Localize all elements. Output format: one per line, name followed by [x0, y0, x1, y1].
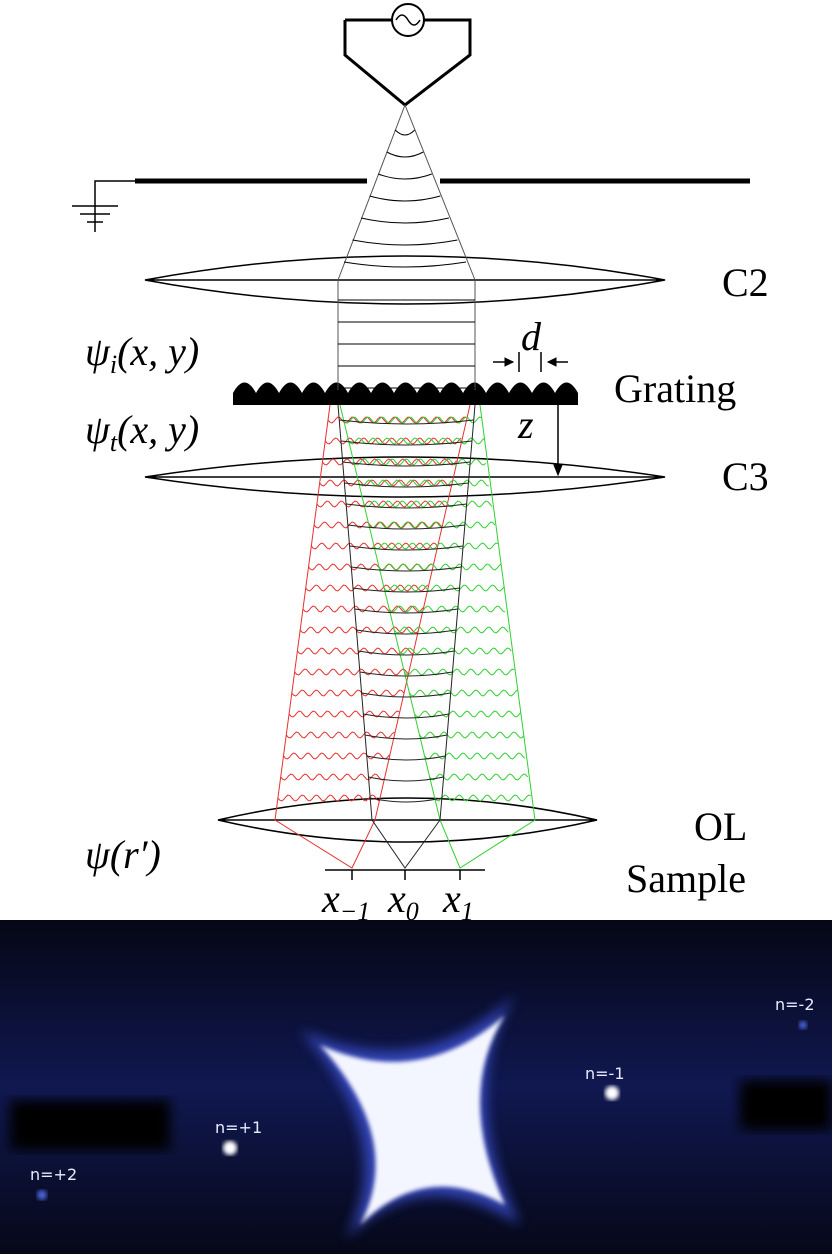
- z-label: z: [517, 402, 534, 447]
- d-arrowheads: [505, 358, 556, 366]
- red-beam-wavefront: [283, 753, 389, 759]
- center-beam-wavefront: [348, 525, 465, 529]
- x-minus1: x−1: [321, 876, 370, 926]
- grating-label: Grating: [614, 366, 736, 411]
- psi-r: ψ(r′): [85, 832, 161, 877]
- green-beam-wavefront: [414, 711, 520, 717]
- shadow-band: [10, 1100, 170, 1150]
- d-label: d: [521, 314, 542, 359]
- center-beam-wavefront: [367, 756, 446, 760]
- psi-i: ψi(x, y): [85, 329, 199, 379]
- beam-edge: [338, 105, 475, 280]
- c2-label: C2: [722, 260, 769, 305]
- lens: [145, 256, 665, 304]
- source: [345, 20, 470, 105]
- wavefront: [344, 262, 466, 267]
- symbol: x: [442, 876, 461, 921]
- green-beam-wavefront: [359, 480, 489, 486]
- shadow-band: [740, 1080, 832, 1130]
- symbol: x: [387, 876, 406, 921]
- subscript: i: [110, 350, 117, 379]
- z-arrowhead: [554, 465, 562, 475]
- sample-label: Sample: [626, 856, 746, 901]
- red-beam-wavefront: [297, 648, 413, 654]
- x-1: x1: [442, 876, 474, 926]
- green-beam-wavefront: [430, 774, 528, 780]
- diagram: C2 Grating C3 OL Sample ψi(x, y) ψt(x, y…: [0, 0, 832, 1254]
- wavefront: [361, 218, 449, 223]
- green-beam-wavefront: [404, 669, 514, 675]
- order-label: n=-2: [775, 995, 815, 1014]
- wavefront: [395, 130, 414, 135]
- ac-wave: [396, 15, 420, 25]
- red-beam-wavefront: [295, 669, 409, 675]
- center-beam-wavefront: [351, 567, 461, 571]
- symbol: ψ: [85, 832, 111, 877]
- psi-t: ψt(x, y): [85, 407, 199, 457]
- red-beam-wavefront: [292, 690, 404, 696]
- green-beam-wavefront: [435, 795, 531, 801]
- green-beam-wavefront: [364, 501, 492, 507]
- red-beam-wavefront: [289, 711, 399, 717]
- green-beam-wavefront: [399, 648, 511, 654]
- args: (x, y): [117, 329, 199, 374]
- wavefront: [387, 152, 424, 157]
- spot: [223, 1141, 237, 1155]
- wavefront: [370, 196, 441, 201]
- symbol: ψ: [85, 329, 111, 374]
- green-beam-wavefront: [409, 690, 517, 696]
- diffraction-photo: n=+2 n=+1 n=-1 n=-2: [0, 920, 832, 1254]
- center-beam-wavefront: [363, 714, 449, 718]
- symbol: ψ: [85, 407, 111, 452]
- spot: [605, 1086, 619, 1100]
- wavefront: [378, 174, 432, 179]
- args: (x, y): [117, 407, 199, 452]
- ol-label: OL: [694, 804, 747, 849]
- c3-label: C3: [722, 454, 769, 499]
- beam-edge: [338, 280, 475, 390]
- args: (r′): [110, 832, 161, 877]
- symbol: x: [321, 876, 340, 921]
- spot: [37, 1190, 47, 1200]
- red-beam-wavefront: [278, 795, 380, 801]
- order-label: n=+2: [30, 1165, 77, 1184]
- spot: [799, 1021, 807, 1029]
- green-beam-wavefront: [425, 753, 525, 759]
- x-0: x0: [387, 876, 419, 926]
- lens: [145, 457, 665, 497]
- wavefront: [353, 240, 458, 245]
- green-beam-wavefront: [394, 627, 508, 633]
- center-beam-wavefront: [356, 630, 456, 634]
- order-label: n=+1: [215, 1118, 262, 1137]
- order-label: n=-1: [585, 1064, 625, 1083]
- ground: [72, 181, 135, 232]
